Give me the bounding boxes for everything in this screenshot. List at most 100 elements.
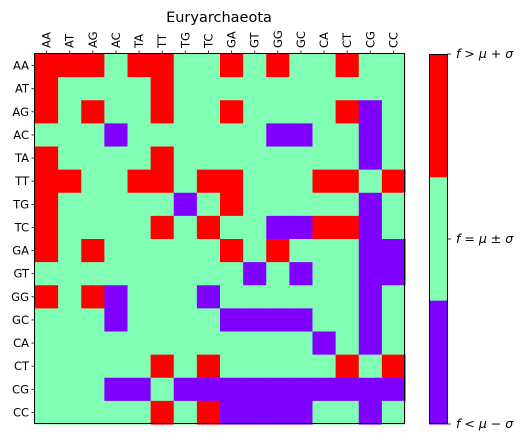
heatmap-cell [381,262,406,286]
heatmap-cell [173,285,198,309]
heatmap-cell [58,169,82,194]
heatmap-cell [266,308,290,333]
heatmap-cell [381,308,406,333]
heatmap-cell [381,54,406,78]
heatmap-cell [196,77,221,101]
heatmap-cell [358,215,383,240]
colorbar-segment [429,300,447,425]
heatmap-cell [173,192,198,217]
y-tick-label: TG [12,197,29,211]
x-tick-label: GG [271,30,285,48]
heatmap-cell [58,400,82,425]
heatmap-cell [173,54,198,78]
colorbar: f < μ − σ f = μ ± σ f > μ + σ [429,46,514,431]
heatmap-cell [35,123,59,148]
heatmap-cell [243,192,267,217]
heatmap-cell [127,123,152,148]
colorbar-segment [429,54,447,178]
heatmap-cell [312,308,337,333]
colorbar-tick-label: f = μ ± σ [456,231,514,246]
x-tick-label: GT [248,31,262,48]
heatmap-cell [220,100,244,124]
heatmap-cell [58,77,82,101]
heatmap-cell [220,169,244,194]
heatmap-cell [104,377,129,402]
heatmap-cell [58,308,82,333]
heatmap-cell [266,192,290,217]
heatmap-cell [81,192,105,217]
heatmap-cell [81,262,105,286]
heatmap-cell [335,54,360,78]
heatmap-cell [266,331,290,356]
y-tick-label: CA [13,336,29,350]
heatmap-cell [243,285,267,309]
heatmap-cell [104,400,129,425]
heatmap-cell [104,54,129,78]
heatmap-cell [150,239,175,263]
heatmap-cell [58,215,82,240]
heatmap-cell [289,169,314,194]
heatmap-cell [127,285,152,309]
heatmap-cell [150,400,175,425]
heatmap-cell [35,77,59,101]
heatmap-cell [58,354,82,379]
heatmap-cell [150,123,175,148]
heatmap-cell [150,262,175,286]
heatmap-cell [127,377,152,402]
heatmap-cell [220,77,244,101]
heatmap-cell [81,146,105,171]
heatmap-cell [358,169,383,194]
heatmap-cell [173,354,198,379]
heatmap-cell [58,54,82,78]
heatmap-cell [104,146,129,171]
heatmap-cell [243,400,267,425]
heatmap-cell [196,331,221,356]
heatmap-cell [150,215,175,240]
heatmap-cell [243,146,267,171]
heatmap-cell [381,192,406,217]
heatmap-cell [381,215,406,240]
x-tick-label: GC [294,31,308,48]
heatmap-cell [266,239,290,263]
heatmap-cell [196,354,221,379]
heatmap-cell [381,400,406,425]
heatmap-cell [335,77,360,101]
heatmap-cell [127,308,152,333]
heatmap-cell [381,123,406,148]
heatmap-cell [104,308,129,333]
heatmap-cell [358,377,383,402]
heatmap-cell [35,354,59,379]
heatmap-cell [127,54,152,78]
heatmap-cell [196,262,221,286]
heatmap-cell [58,239,82,263]
heatmap-cell [335,354,360,379]
heatmap-cell [358,354,383,379]
heatmap-cell [335,262,360,286]
y-tick-label: AG [12,105,29,119]
heatmap-cell [173,331,198,356]
heatmap-cell [335,192,360,217]
heatmap-cell [104,285,129,309]
heatmap-cell [289,377,314,402]
heatmap-cell [335,377,360,402]
heatmap-cell [312,262,337,286]
heatmap-cell [335,169,360,194]
heatmap-cell [35,146,59,171]
heatmap-cell [312,100,337,124]
heatmap-cell [173,239,198,263]
heatmap-cell [312,146,337,171]
x-tick-label: AG [86,31,100,48]
heatmap-cell [127,77,152,101]
heatmap-cell [173,77,198,101]
heatmap-cell [150,285,175,309]
heatmap-cell [381,169,406,194]
heatmap-cell [127,100,152,124]
y-tick-label: CG [12,382,29,396]
heatmap-cell [289,400,314,425]
heatmap-cell [196,192,221,217]
heatmap-cell [243,100,267,124]
heatmap-cell [335,100,360,124]
heatmap-cell [173,100,198,124]
heatmap-cell [220,285,244,309]
heatmap-cell [35,192,59,217]
